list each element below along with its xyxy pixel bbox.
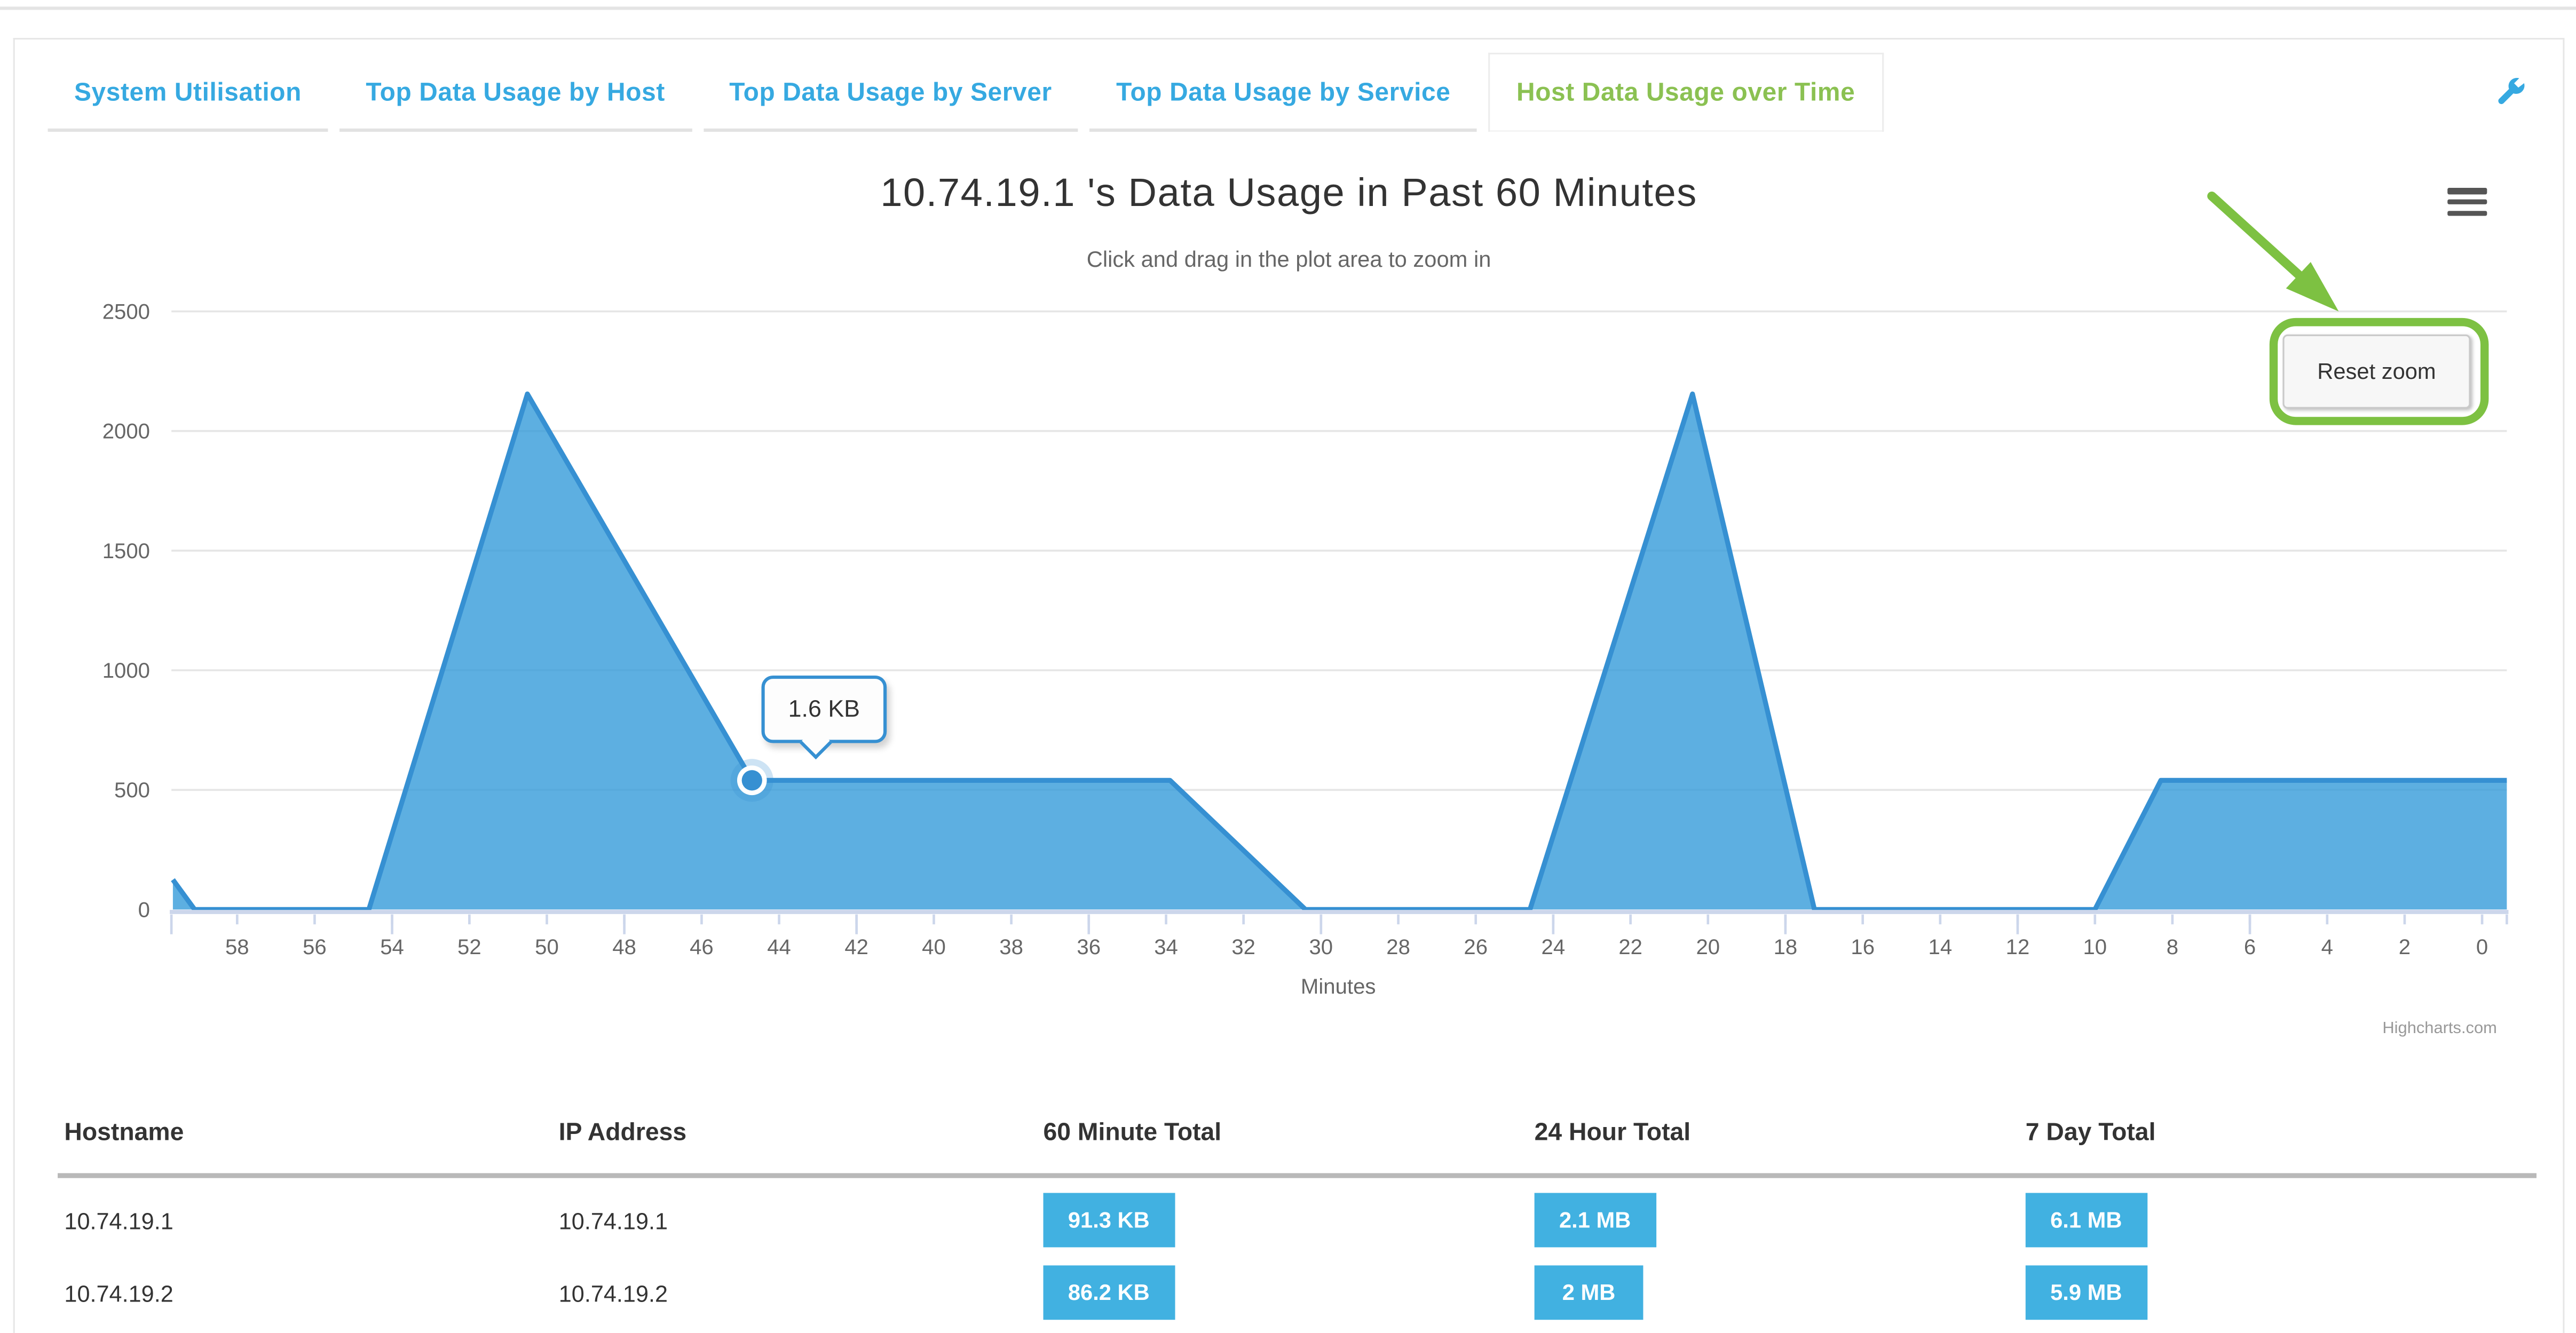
svg-text:40: 40 — [922, 935, 946, 959]
wrench-icon[interactable] — [2494, 76, 2527, 109]
tab-bar: System Utilisation Top Data Usage by Hos… — [15, 50, 2563, 132]
svg-text:48: 48 — [612, 935, 636, 959]
svg-text:2500: 2500 — [102, 299, 150, 323]
svg-text:50: 50 — [535, 935, 559, 959]
tab-top-data-usage-by-host[interactable]: Top Data Usage by Host — [339, 58, 692, 132]
header-7-day-total: 7 Day Total — [2025, 1118, 2156, 1147]
x-axis-title: Minutes — [1300, 973, 1376, 999]
svg-text:10: 10 — [2083, 935, 2107, 959]
header-hostname: Hostname — [64, 1118, 184, 1147]
svg-text:12: 12 — [2006, 935, 2030, 959]
cell-hostname: 10.74.19.1 — [64, 1207, 173, 1234]
cell-hostname: 10.74.19.2 — [64, 1279, 173, 1306]
svg-text:2000: 2000 — [102, 419, 150, 443]
header-24-hour-total: 24 Hour Total — [1534, 1118, 1691, 1147]
svg-text:22: 22 — [1618, 935, 1642, 959]
svg-text:42: 42 — [844, 935, 868, 959]
svg-text:1000: 1000 — [102, 658, 150, 683]
svg-text:38: 38 — [999, 935, 1023, 959]
dashboard-card: System Utilisation Top Data Usage by Hos… — [13, 38, 2565, 1333]
svg-text:56: 56 — [303, 935, 327, 959]
tab-top-data-usage-by-service[interactable]: Top Data Usage by Service — [1089, 58, 1477, 132]
tab-host-data-usage-over-time[interactable]: Host Data Usage over Time — [1488, 52, 1883, 132]
svg-text:54: 54 — [380, 935, 404, 959]
badge-60-minute-total: 91.3 KB — [1043, 1193, 1175, 1248]
svg-text:0: 0 — [138, 898, 150, 922]
tab-system-utilisation[interactable]: System Utilisation — [48, 58, 328, 132]
header-60-minute-total: 60 Minute Total — [1043, 1118, 1222, 1147]
svg-text:1500: 1500 — [102, 539, 150, 563]
svg-text:14: 14 — [1929, 935, 1953, 959]
svg-text:36: 36 — [1077, 935, 1101, 959]
host-usage-table: Hostname IP Address 60 Minute Total 24 H… — [58, 1119, 2537, 1323]
table-header-row: Hostname IP Address 60 Minute Total 24 H… — [58, 1119, 2537, 1178]
svg-text:8: 8 — [2167, 935, 2178, 959]
svg-text:20: 20 — [1696, 935, 1720, 959]
svg-text:28: 28 — [1386, 935, 1410, 959]
badge-7-day-total: 6.1 MB — [2025, 1193, 2147, 1248]
badge-24-hour-total: 2.1 MB — [1534, 1193, 1656, 1248]
svg-text:24: 24 — [1542, 935, 1566, 959]
reset-zoom-button[interactable]: Reset zoom — [2282, 334, 2471, 409]
tab-top-data-usage-by-server[interactable]: Top Data Usage by Server — [702, 58, 1079, 132]
badge-7-day-total: 5.9 MB — [2025, 1265, 2147, 1320]
svg-text:6: 6 — [2244, 935, 2256, 959]
chart-title: 10.74.19.1 's Data Usage in Past 60 Minu… — [880, 171, 1697, 216]
table-row: 10.74.19.2 10.74.19.2 86.2 KB 2 MB 5.9 M… — [58, 1262, 2537, 1323]
svg-text:52: 52 — [457, 935, 481, 959]
svg-text:32: 32 — [1231, 935, 1255, 959]
svg-text:46: 46 — [690, 935, 714, 959]
svg-text:500: 500 — [114, 778, 150, 802]
svg-text:30: 30 — [1309, 935, 1333, 959]
svg-text:0: 0 — [2476, 935, 2488, 959]
hamburger-icon[interactable] — [2447, 187, 2487, 216]
window-top-divider — [0, 6, 2576, 10]
chart-subtitle: Click and drag in the plot area to zoom … — [1086, 247, 1491, 272]
svg-text:34: 34 — [1154, 935, 1178, 959]
svg-text:58: 58 — [225, 935, 249, 959]
svg-text:18: 18 — [1774, 935, 1798, 959]
point-tooltip: 1.6 KB — [761, 675, 887, 759]
svg-text:44: 44 — [767, 935, 791, 959]
badge-60-minute-total: 86.2 KB — [1043, 1265, 1175, 1320]
svg-text:16: 16 — [1851, 935, 1875, 959]
svg-text:2: 2 — [2399, 935, 2411, 959]
cell-ip-address: 10.74.19.1 — [558, 1207, 668, 1234]
badge-24-hour-total: 2 MB — [1534, 1265, 1643, 1320]
svg-text:4: 4 — [2321, 935, 2333, 959]
highcharts-credit[interactable]: Highcharts.com — [2382, 1020, 2497, 1038]
table-row: 10.74.19.1 10.74.19.1 91.3 KB 2.1 MB 6.1… — [58, 1189, 2537, 1250]
cell-ip-address: 10.74.19.2 — [558, 1279, 668, 1306]
header-ip-address: IP Address — [558, 1118, 687, 1147]
svg-text:26: 26 — [1464, 935, 1488, 959]
tooltip-value: 1.6 KB — [788, 696, 860, 723]
